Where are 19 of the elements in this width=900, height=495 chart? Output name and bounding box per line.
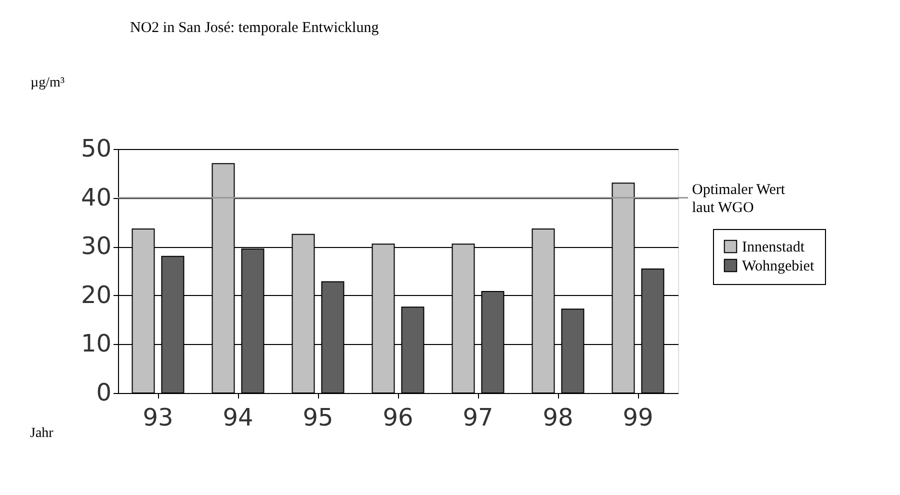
x-tick-label: 95 bbox=[302, 404, 334, 432]
x-tick-label: 93 bbox=[142, 404, 174, 432]
text: Jahr bbox=[30, 426, 54, 441]
x-tick-label: 99 bbox=[622, 404, 654, 432]
y-tick-label: 0 bbox=[96, 378, 112, 406]
x-tick-label: 98 bbox=[542, 404, 574, 432]
y-tick-label: 30 bbox=[80, 232, 112, 260]
x-tick-label: 97 bbox=[462, 404, 494, 432]
x-tick-label: 96 bbox=[382, 404, 414, 432]
legend-label: Wohngebiet bbox=[742, 258, 815, 274]
ref-line-label: Optimaler Wert laut WGO bbox=[692, 182, 786, 216]
y-tick-label: 10 bbox=[80, 330, 112, 358]
y-axis-title: µg/m³ bbox=[30, 76, 65, 90]
chart-title: NO2 in San José: temporale Entwicklung bbox=[130, 20, 380, 36]
x-tick-label: 94 bbox=[222, 404, 254, 432]
y-tick-label: 50 bbox=[80, 134, 112, 162]
y-tick-label: 40 bbox=[80, 183, 112, 212]
legend-label: Innenstadt bbox=[742, 240, 806, 256]
y-tick-label: 20 bbox=[80, 280, 112, 309]
